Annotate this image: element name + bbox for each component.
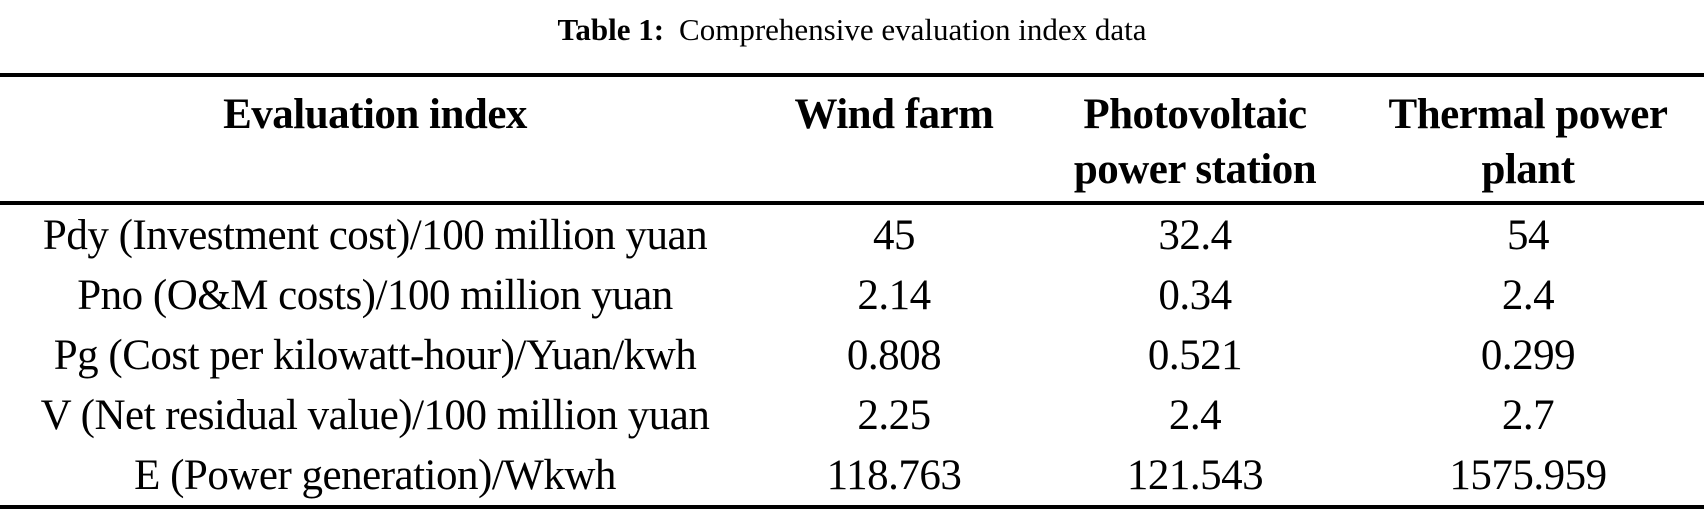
table-caption-label: Table 1: <box>557 12 665 47</box>
cell-value: 2.25 <box>857 391 931 439</box>
header-cell-thermal-power-plant: Thermal power plant <box>1388 91 1668 193</box>
row-label: Pg (Cost per kilowatt-hour)/Yuan/kwh <box>53 331 697 379</box>
table-row: V (Net residual value)/100 million yuan … <box>0 385 1704 445</box>
cell-value: 2.4 <box>1168 391 1222 439</box>
data-table: Evaluation index Wind farm Photovoltaic … <box>0 73 1704 509</box>
header-cell-wind-farm: Wind farm <box>794 91 994 138</box>
cell-value: 32.4 <box>1158 211 1232 259</box>
cell-value: 0.34 <box>1158 271 1232 319</box>
cell-value: 45 <box>873 211 916 259</box>
table-row: Pno (O&M costs)/100 million yuan 2.14 0.… <box>0 265 1704 325</box>
cell-value: 121.543 <box>1126 451 1264 499</box>
cell-value: 2.4 <box>1501 271 1555 319</box>
table-header-row: Evaluation index Wind farm Photovoltaic … <box>0 77 1704 205</box>
table-row: Pg (Cost per kilowatt-hour)/Yuan/kwh 0.8… <box>0 325 1704 385</box>
table-caption-text: Comprehensive evaluation index data <box>679 12 1147 47</box>
cell-value: 54 <box>1507 211 1550 259</box>
table-row: E (Power generation)/Wkwh 118.763 121.54… <box>0 445 1704 505</box>
cell-value: 2.14 <box>857 271 931 319</box>
cell-value: 0.521 <box>1147 331 1243 379</box>
cell-value: 0.299 <box>1480 331 1576 379</box>
header-cell-photovoltaic-power-station: Photovoltaic power station <box>1073 91 1317 193</box>
cell-value: 118.763 <box>826 451 962 499</box>
cell-value: 1575.959 <box>1449 451 1607 499</box>
cell-value: 2.7 <box>1501 391 1555 439</box>
cell-value: 0.808 <box>846 331 942 379</box>
table-body: Pdy (Investment cost)/100 million yuan 4… <box>0 205 1704 505</box>
row-label: Pno (O&M costs)/100 million yuan <box>77 271 673 319</box>
row-label: E (Power generation)/Wkwh <box>134 451 616 499</box>
table-row: Pdy (Investment cost)/100 million yuan 4… <box>0 205 1704 265</box>
row-label: V (Net residual value)/100 million yuan <box>40 391 710 439</box>
row-label: Pdy (Investment cost)/100 million yuan <box>42 211 708 259</box>
header-cell-evaluation-index: Evaluation index <box>223 91 527 138</box>
table-caption: Table 1: Comprehensive evaluation index d… <box>0 0 1704 73</box>
